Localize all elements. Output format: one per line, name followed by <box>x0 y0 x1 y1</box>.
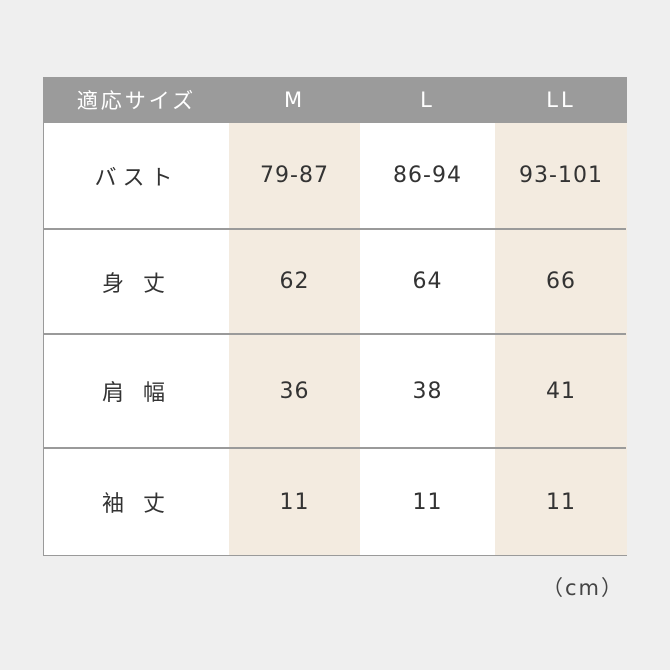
header-size-ll: LL <box>546 88 576 112</box>
cell-l: 11 <box>412 489 443 515</box>
row-label: 身 丈 <box>102 271 171 297</box>
cell-l: 38 <box>412 378 443 404</box>
cell-m: 36 <box>279 378 310 404</box>
header-size-m: M <box>283 88 306 112</box>
cell-l: 86-94 <box>393 163 462 188</box>
cell-ll: 93-101 <box>519 163 603 188</box>
table-header: 適応サイズ M L LL <box>43 77 627 123</box>
column-highlight-m <box>229 123 360 555</box>
cell-l: 64 <box>412 269 443 294</box>
cell-m: 11 <box>279 489 310 515</box>
row-label: 袖 丈 <box>102 492 171 517</box>
unit-label: （cm） <box>541 576 624 600</box>
row-label: バスト <box>94 165 179 191</box>
cell-m: 79-87 <box>260 163 329 188</box>
cell-m: 62 <box>279 269 310 294</box>
size-chart-table: 適応サイズ M L LL バスト 79-87 86-94 93-101 身 丈 … <box>43 77 627 556</box>
row-divider <box>44 447 626 449</box>
row-label: 肩 幅 <box>102 381 171 406</box>
column-highlight-ll <box>495 123 627 555</box>
header-size-l: L <box>420 88 435 112</box>
cell-ll: 41 <box>546 378 576 404</box>
header-label: 適応サイズ <box>76 89 197 113</box>
row-divider <box>44 228 626 230</box>
cell-ll: 66 <box>546 269 576 294</box>
cell-ll: 11 <box>546 489 576 515</box>
row-divider <box>44 333 626 335</box>
